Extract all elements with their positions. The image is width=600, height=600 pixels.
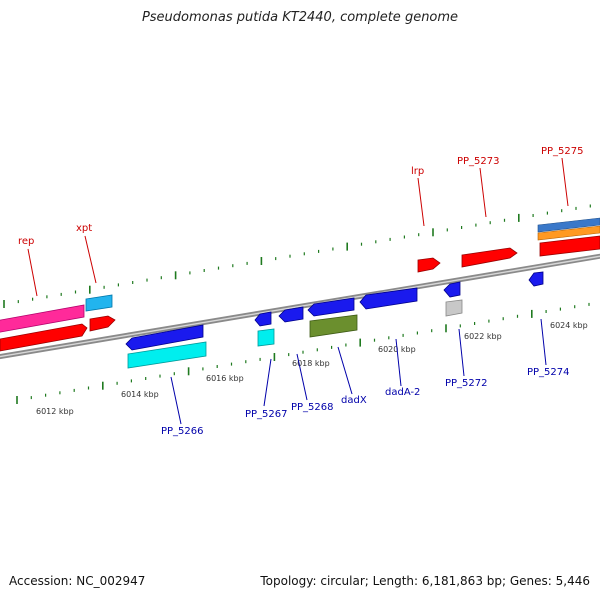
gene-label-pp-5274[interactable]: PP_5274 [527,367,570,378]
leader-line-lrp [417,177,425,227]
gene-label-pp-5268[interactable]: PP_5268 [291,402,334,413]
leader-line-pp-5275 [561,157,569,207]
gene-xpt[interactable] [89,315,116,332]
leader-line-pp-5272 [458,328,465,377]
gene-dada-2[interactable] [359,287,418,310]
ruler-label: 6024 kbp [550,321,588,330]
leader-line-pp-5274 [540,318,547,366]
lower-strand-genes [125,271,544,369]
gene-pp-5267[interactable] [254,311,272,327]
gene-pp-5272-grey[interactable] [445,299,463,317]
map-title: Pseudomonas putida KT2440, complete geno… [141,10,459,25]
gene-xpt-cyan[interactable] [85,294,113,312]
gene-pp-5268[interactable] [278,306,304,323]
leader-line-dada-2 [395,338,402,387]
gene-pp-5266-cyan[interactable] [127,341,207,369]
gene-label-pp-5266[interactable]: PP_5266 [161,426,204,437]
ruler-label: 6022 kbp [464,332,502,341]
upper-strand-genes [0,217,600,352]
gene-label-pp-5275[interactable]: PP_5275 [541,146,584,157]
gene-label-pp-5273[interactable]: PP_5273 [457,156,500,167]
gene-pp-5274[interactable] [528,271,544,287]
gene-label-rep[interactable]: rep [18,236,34,247]
leader-line-dadx [337,346,353,395]
gene-dadx[interactable] [307,297,355,317]
gene-pp-5272[interactable] [443,281,461,298]
lower-tick-row [16,302,590,404]
gene-pp-5266[interactable] [125,324,204,351]
gene-pp-5275-blue[interactable] [537,217,600,233]
gene-label-pp-5267[interactable]: PP_5267 [245,409,288,420]
lower-gene-labels: PP_5266 PP_5267 PP_5268 dadX dadA-2 PP_5… [161,367,570,437]
leader-line-pp-5267 [263,358,272,407]
gene-unnamed-red[interactable] [0,323,88,352]
leader-line-xpt [84,235,97,284]
leader-line-rep [27,248,38,297]
ruler-label: 6014 kbp [121,390,159,399]
leader-line-pp-5273 [479,167,487,218]
upper-gene-labels: rep xpt lrp PP_5273 PP_5275 [18,146,584,247]
ruler-label: 6018 kbp [292,359,330,368]
genome-backbone [0,253,600,360]
gene-label-pp-5272[interactable]: PP_5272 [445,378,488,389]
accession-text: Accession: NC_002947 [9,574,146,588]
gene-label-dadx[interactable]: dadX [341,395,367,406]
gene-label-dada-2[interactable]: dadA-2 [385,387,420,398]
gene-lrp[interactable] [417,257,441,273]
gene-pp-5275[interactable] [539,235,600,257]
gene-pp-5275-orange[interactable] [537,225,600,241]
gene-label-lrp[interactable]: lrp [411,166,424,177]
upper-tick-row [3,204,591,308]
ruler-label: 6016 kbp [206,374,244,383]
gene-dadx-green[interactable] [309,314,358,338]
gene-label-xpt[interactable]: xpt [76,223,92,234]
genome-summary-text: Topology: circular; Length: 6,181,863 bp… [260,574,590,588]
label-leader-lines [27,157,569,425]
gene-rep[interactable] [0,304,85,333]
gene-pp-5273[interactable] [461,247,518,268]
leader-line-pp-5266 [170,376,182,425]
gene-pp-5267-cyan[interactable] [257,328,275,347]
leader-line-pp-5268 [296,353,308,401]
ruler-label: 6012 kbp [36,407,74,416]
